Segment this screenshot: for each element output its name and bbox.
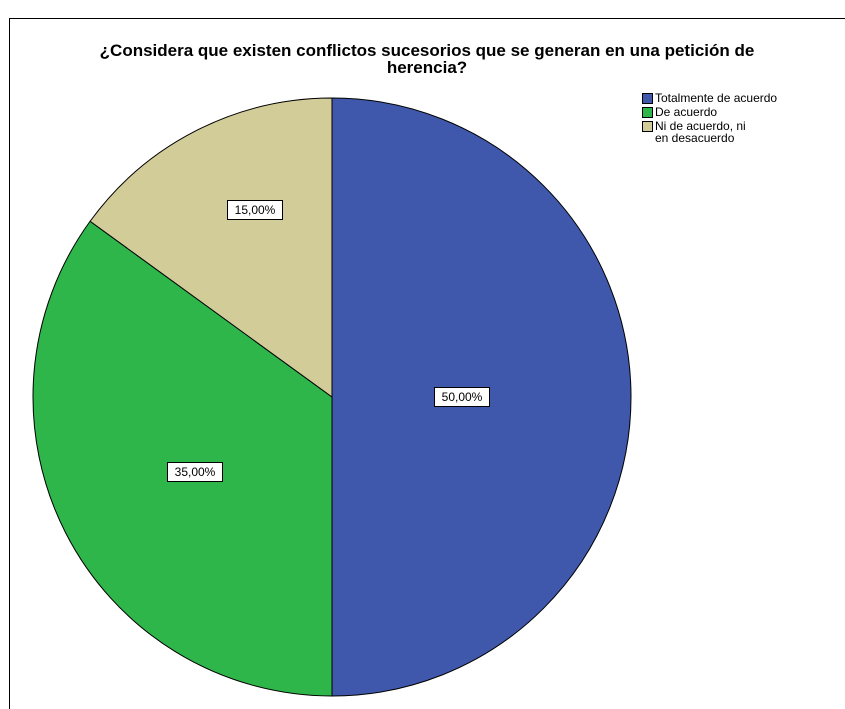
legend-label: De acuerdo (655, 105, 718, 119)
legend: Totalmente de acuerdo De acuerdo Ni de a… (642, 92, 815, 146)
slice-data-label: 15,00% (227, 200, 283, 220)
svg-text:50,00%: 50,00% (442, 390, 483, 404)
legend-label: Ni de acuerdo, ni en desacuerdo (655, 119, 746, 145)
legend-swatch (642, 93, 653, 104)
legend-item-totalmente-de-acuerdo: Totalmente de acuerdo (642, 92, 815, 104)
pie-slice-2 (89, 97, 333, 398)
legend-item-ni-de-acuerdo: Ni de acuerdo, ni en desacuerdo (642, 120, 815, 144)
legend-item-de-acuerdo: De acuerdo (642, 106, 815, 118)
slice-data-label: 50,00% (434, 387, 490, 407)
legend-label: Totalmente de acuerdo (655, 91, 778, 105)
chart-title-line-2: herencia? (386, 58, 468, 77)
legend-swatch (642, 107, 653, 118)
svg-text:35,00%: 35,00% (175, 465, 216, 479)
slice-data-label: 35,00% (167, 462, 223, 482)
chart-title: ¿Considera que existen conflictos suceso… (9, 42, 845, 76)
legend-swatch (642, 121, 653, 132)
chart-title-line-1: ¿Considera que existen conflictos suceso… (99, 41, 755, 60)
svg-text:15,00%: 15,00% (235, 203, 276, 217)
pie-slice-1 (32, 220, 333, 697)
